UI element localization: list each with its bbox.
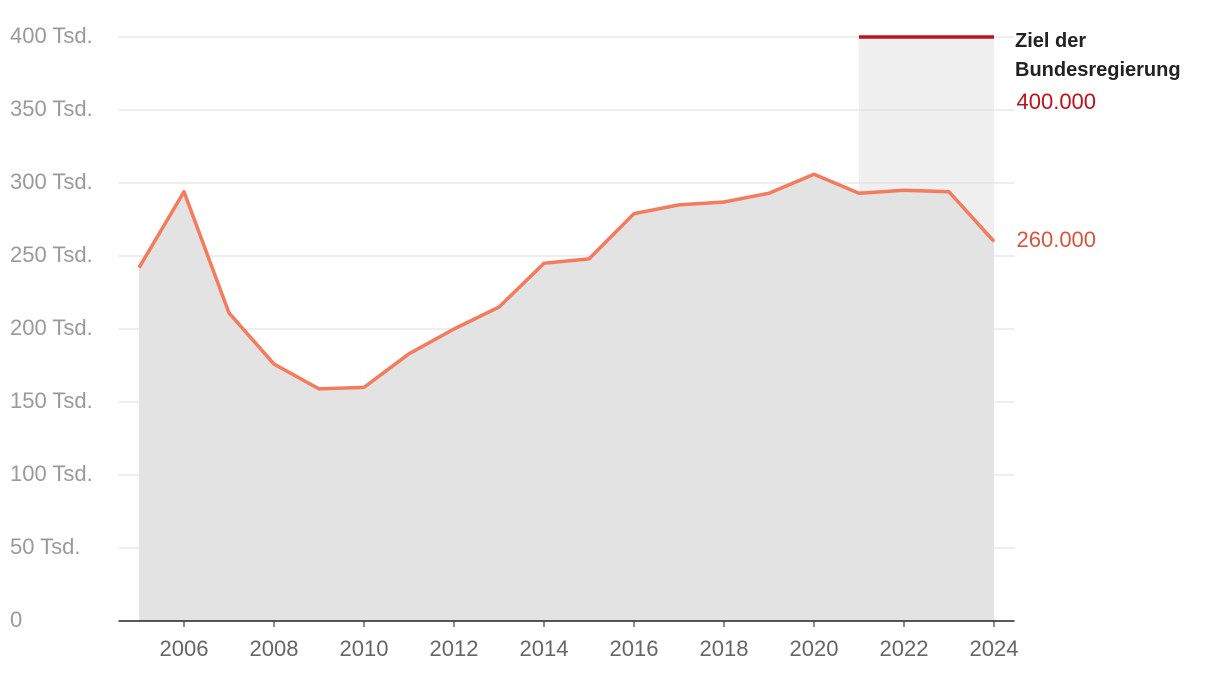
y-tick-label: 0 bbox=[10, 607, 22, 632]
target-annotation: Ziel der Bundesregierung bbox=[1015, 30, 1181, 81]
y-tick-label: 350 Tsd. bbox=[10, 96, 93, 121]
y-tick-label: 200 Tsd. bbox=[10, 315, 93, 340]
x-tick-label: 2016 bbox=[610, 636, 659, 661]
y-tick-label: 300 Tsd. bbox=[10, 169, 93, 194]
y-tick-label: 400 Tsd. bbox=[10, 23, 93, 48]
x-tick-label: 2006 bbox=[160, 636, 209, 661]
x-tick-label: 2014 bbox=[520, 636, 569, 661]
x-tick-label: 2022 bbox=[880, 636, 929, 661]
area bbox=[139, 174, 994, 622]
x-tick-label: 2008 bbox=[250, 636, 299, 661]
y-tick-label: 150 Tsd. bbox=[10, 388, 93, 413]
y-tick-label: 100 Tsd. bbox=[10, 461, 93, 486]
x-tick-label: 2018 bbox=[700, 636, 749, 661]
x-tick-label: 2010 bbox=[340, 636, 389, 661]
y-tick-label: 50 Tsd. bbox=[10, 534, 81, 559]
y-tick-label: 250 Tsd. bbox=[10, 242, 93, 267]
x-tick-label: 2020 bbox=[790, 636, 839, 661]
x-tick-label: 2012 bbox=[430, 636, 479, 661]
value-label: 400.000 bbox=[1017, 89, 1097, 114]
line bbox=[137, 172, 996, 391]
value-label: 260.000 bbox=[1017, 227, 1097, 252]
x-tick-label: 2024 bbox=[970, 636, 1019, 661]
